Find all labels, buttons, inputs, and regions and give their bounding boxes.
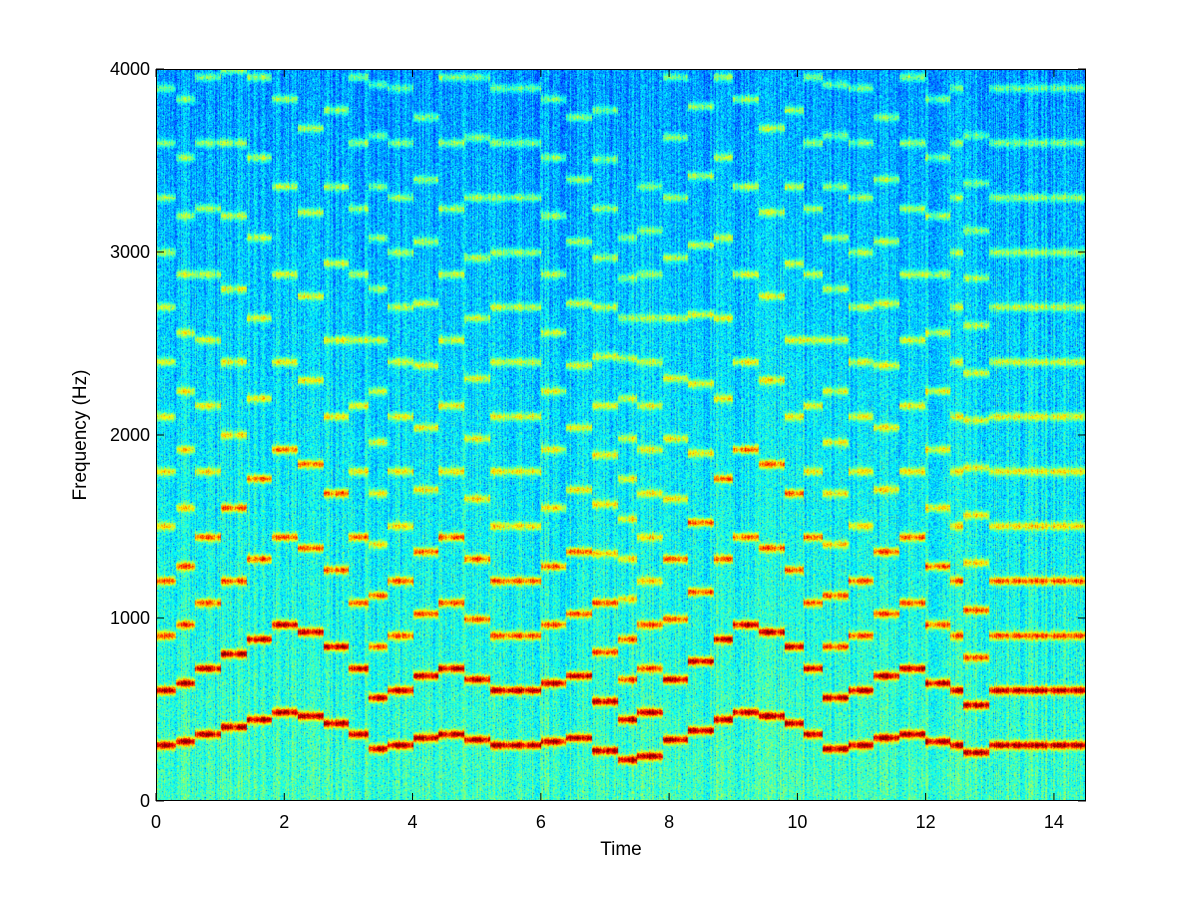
x-tick-label: 10	[787, 812, 807, 832]
plot-area	[156, 69, 1086, 801]
spectrogram-heatmap	[157, 70, 1085, 800]
y-axis-label: Frequency (Hz)	[70, 370, 91, 501]
x-tick-label: 8	[664, 812, 674, 832]
x-tick-label: 0	[151, 812, 161, 832]
x-tick-label: 14	[1044, 812, 1064, 832]
x-tick-label: 12	[916, 812, 936, 832]
x-axis-label: Time	[600, 839, 642, 860]
x-axis-ticks: 0 2 4 6 8 10 12 14	[151, 69, 1064, 832]
x-tick-label: 6	[536, 812, 546, 832]
x-tick-label: 2	[279, 812, 289, 832]
y-tick-label: 0	[140, 791, 150, 811]
y-tick-label: 4000	[110, 59, 150, 79]
y-tick-label: 1000	[110, 608, 150, 628]
x-tick-label: 4	[408, 812, 418, 832]
y-tick-label: 2000	[110, 425, 150, 445]
y-axis-ticks: 0 1000 2000 3000 4000	[110, 59, 1086, 811]
y-tick-label: 3000	[110, 242, 150, 262]
